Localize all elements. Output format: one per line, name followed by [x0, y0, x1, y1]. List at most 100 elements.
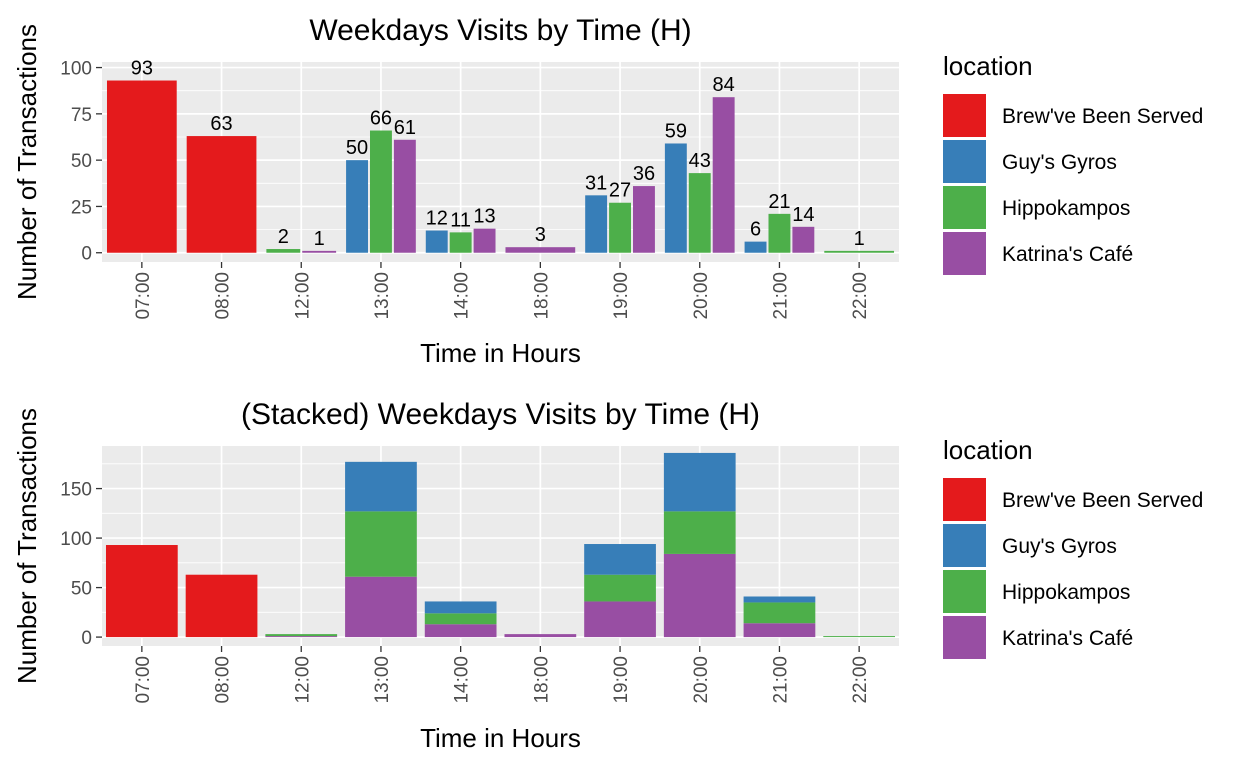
- bar-hippokampos-14-00: [424, 613, 497, 625]
- bar-katrina-s-caf-19-00: [633, 186, 655, 253]
- legend-label: Guy's Gyros: [1002, 151, 1117, 174]
- x-tick-label: 12:00: [292, 272, 313, 320]
- bar-guy-s-gyros-20-00: [663, 452, 736, 512]
- y-axis-label: Number of Transactions: [12, 408, 42, 684]
- legend-key-guy-s-gyros: [943, 524, 986, 567]
- legend-key-brew-ve-been-served: [943, 478, 986, 521]
- bar-hippokampos-22-00: [823, 636, 896, 638]
- bar-guy-s-gyros-20-00: [664, 143, 687, 253]
- bar-hippokampos-21-00: [768, 213, 791, 253]
- legend-key-hippokampos: [943, 570, 986, 613]
- y-tick-label: 100: [60, 59, 92, 80]
- x-tick-label: 18:00: [531, 272, 552, 320]
- x-axis-label: Time in Hours: [420, 338, 581, 368]
- data-label: 50: [346, 137, 368, 159]
- bar-katrina-s-caf-13-00: [393, 139, 416, 253]
- legend-key-hippokampos: [943, 186, 986, 229]
- y-tick-label: 75: [71, 105, 92, 126]
- data-label: 2: [278, 226, 289, 248]
- data-label: 3: [535, 224, 546, 246]
- bar-guy-s-gyros-13-00: [345, 461, 417, 512]
- x-tick-label: 18:00: [531, 656, 552, 704]
- bars: [105, 452, 896, 638]
- x-tick-label: 08:00: [213, 656, 234, 704]
- y-tick-label: 50: [71, 579, 92, 600]
- bar-hippokampos-13-00: [345, 511, 417, 577]
- data-label: 14: [792, 204, 814, 226]
- bar-katrina-s-caf-13-00: [345, 576, 417, 638]
- legend-title: location: [943, 51, 1033, 81]
- x-tick-label: 07:00: [133, 656, 154, 704]
- bar-brew-ve-been-served-08-00: [185, 574, 258, 638]
- x-tick-label: 22:00: [850, 272, 871, 320]
- bar-katrina-s-caf-19-00: [584, 601, 656, 638]
- data-label: 93: [131, 58, 153, 80]
- legend-label: Brew've Been Served: [1002, 105, 1203, 128]
- bar-hippokampos-12-00: [265, 634, 338, 637]
- data-label: 13: [473, 206, 495, 228]
- data-label: 1: [314, 228, 325, 250]
- bar-hippokampos-19-00: [609, 202, 632, 253]
- x-tick-label: 12:00: [292, 656, 313, 704]
- legend-label: Katrina's Café: [1002, 627, 1133, 650]
- legend-label: Hippokampos: [1002, 197, 1130, 220]
- legend-label: Katrina's Café: [1002, 243, 1133, 266]
- data-label: 1: [854, 228, 865, 250]
- bar-brew-ve-been-served-07-00: [106, 80, 177, 253]
- data-label: 31: [585, 172, 607, 194]
- bar-katrina-s-caf-12-00: [302, 250, 337, 253]
- legend: location Brew've Been Served Guy's Gyros Hi…: [943, 435, 1203, 659]
- legend-label: Brew've Been Served: [1002, 489, 1203, 512]
- data-label: 84: [713, 74, 735, 96]
- chart-title: (Stacked) Weekdays Visits by Time (H): [241, 398, 760, 431]
- bar-brew-ve-been-served-07-00: [105, 545, 178, 638]
- bar-guy-s-gyros-14-00: [424, 601, 497, 614]
- legend-label: Hippokampos: [1002, 581, 1130, 604]
- x-tick-label: 14:00: [452, 272, 473, 320]
- bar-katrina-s-caf-12-00: [265, 636, 338, 638]
- bar-guy-s-gyros-19-00: [585, 195, 608, 253]
- x-tick-label: 13:00: [372, 272, 393, 320]
- chart-title: Weekdays Visits by Time (H): [309, 14, 691, 47]
- data-label: 43: [689, 150, 711, 172]
- y-tick-label: 100: [60, 529, 92, 550]
- bar-hippokampos-12-00: [266, 249, 301, 253]
- x-tick-label: 19:00: [611, 272, 632, 320]
- data-label: 61: [394, 117, 416, 139]
- bar-guy-s-gyros-14-00: [425, 230, 448, 253]
- bar-hippokampos-22-00: [824, 250, 895, 253]
- bar-hippokampos-20-00: [663, 511, 736, 554]
- x-tick-label: 14:00: [452, 656, 473, 704]
- y-tick-label: 0: [81, 244, 92, 265]
- bar-guy-s-gyros-13-00: [346, 160, 368, 253]
- y-axis-label: Number of Transactions: [12, 24, 42, 300]
- x-tick-label: 21:00: [770, 272, 791, 320]
- x-axis-label: Time in Hours: [420, 723, 581, 753]
- bar-katrina-s-caf-14-00: [473, 228, 496, 253]
- bar-guy-s-gyros-21-00: [743, 596, 816, 603]
- bar-hippokampos-14-00: [449, 232, 472, 253]
- legend-label: Guy's Gyros: [1002, 535, 1117, 558]
- legend-key-katrina-s-caf: [943, 616, 986, 659]
- data-label: 59: [665, 120, 687, 142]
- x-tick-label: 22:00: [850, 656, 871, 704]
- data-label: 27: [609, 180, 631, 202]
- bar-guy-s-gyros-21-00: [744, 241, 767, 253]
- y-tick-label: 0: [81, 628, 92, 649]
- legend-title: location: [943, 435, 1033, 465]
- legend-key-guy-s-gyros: [943, 140, 986, 183]
- y-tick-label: 25: [71, 197, 92, 218]
- x-tick-label: 20:00: [691, 272, 712, 320]
- bar-katrina-s-caf-18-00: [504, 634, 577, 638]
- bar-katrina-s-caf-20-00: [663, 553, 736, 638]
- data-label: 21: [768, 191, 790, 213]
- data-label: 36: [633, 163, 655, 185]
- x-tick-label: 20:00: [691, 656, 712, 704]
- legend-key-katrina-s-caf: [943, 232, 986, 275]
- bar-brew-ve-been-served-08-00: [186, 136, 257, 253]
- bar-katrina-s-caf-20-00: [712, 97, 735, 253]
- data-label: 11: [450, 209, 471, 231]
- bar-katrina-s-caf-14-00: [424, 624, 497, 638]
